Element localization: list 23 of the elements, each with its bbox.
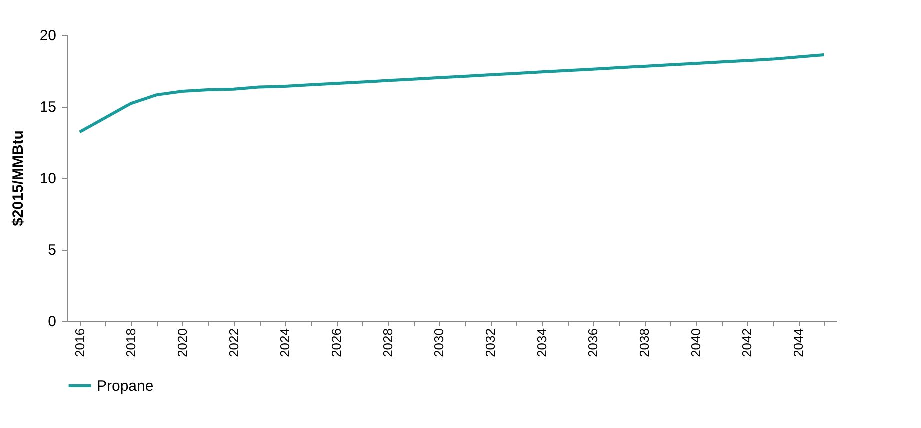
- x-tick-label: 2038: [637, 328, 652, 358]
- y-tick-label: 10: [40, 170, 56, 188]
- x-tick-label: 2030: [432, 328, 447, 358]
- y-tick-label: 20: [40, 28, 56, 44]
- x-tick-label: 2024: [278, 328, 293, 358]
- x-tick-label: 2020: [175, 328, 190, 358]
- x-tick-label: 2042: [740, 328, 755, 358]
- x-tick-label: 2034: [534, 328, 550, 358]
- y-tick-label: 5: [48, 242, 56, 259]
- x-tick-label: 2022: [226, 328, 242, 358]
- x-tick-label: 2040: [688, 328, 704, 358]
- x-tick-label: 2036: [586, 328, 601, 358]
- y-tick-label: 15: [40, 99, 56, 116]
- y-tick-label: 0: [48, 314, 56, 330]
- x-tick-label: 2044: [791, 328, 806, 358]
- x-tick-label: 2016: [72, 328, 88, 358]
- x-tick-label: 2018: [124, 328, 139, 358]
- x-tick-label: 2032: [483, 328, 498, 358]
- line-series: [78, 54, 826, 134]
- x-tick-label: 2028: [380, 328, 396, 358]
- y-axis-title: $2015/MMBtu: [10, 130, 27, 226]
- legend-label: Propane: [97, 378, 154, 395]
- x-tick-label: 2026: [329, 328, 344, 358]
